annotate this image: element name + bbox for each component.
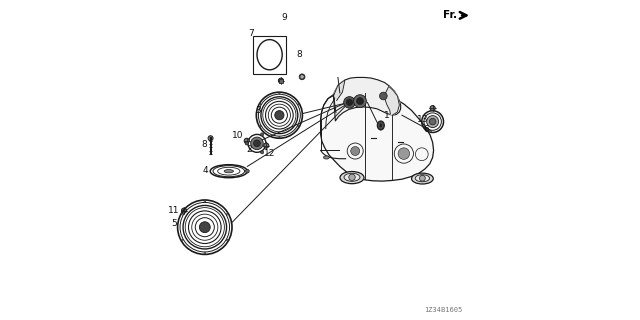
Circle shape — [344, 97, 355, 108]
Ellipse shape — [379, 123, 383, 128]
Circle shape — [278, 137, 280, 138]
Text: 2: 2 — [246, 145, 252, 154]
Text: 1Z34B1605: 1Z34B1605 — [424, 307, 462, 313]
Circle shape — [244, 138, 250, 143]
Circle shape — [349, 174, 355, 180]
Circle shape — [351, 147, 360, 156]
Circle shape — [429, 118, 436, 125]
Circle shape — [204, 200, 205, 202]
Circle shape — [278, 78, 284, 83]
Circle shape — [200, 222, 210, 233]
Circle shape — [260, 151, 264, 154]
Polygon shape — [333, 77, 401, 121]
Bar — [253, 36, 287, 74]
Text: 3: 3 — [256, 106, 262, 115]
Text: 13: 13 — [417, 115, 429, 124]
Ellipse shape — [340, 172, 364, 184]
Text: 10: 10 — [232, 131, 244, 140]
Circle shape — [275, 111, 284, 120]
Circle shape — [182, 208, 187, 213]
Text: 1: 1 — [384, 111, 390, 120]
Circle shape — [204, 252, 205, 254]
Circle shape — [227, 213, 228, 215]
Circle shape — [253, 140, 260, 147]
Text: 8: 8 — [296, 50, 301, 59]
Text: 5: 5 — [171, 219, 177, 228]
Text: 9: 9 — [281, 13, 287, 22]
Text: 6: 6 — [423, 125, 429, 134]
Circle shape — [251, 137, 263, 150]
Circle shape — [356, 98, 364, 105]
Circle shape — [208, 136, 213, 141]
Ellipse shape — [323, 156, 329, 159]
Text: 7: 7 — [249, 29, 254, 38]
Ellipse shape — [378, 121, 384, 130]
Circle shape — [300, 75, 305, 79]
Circle shape — [182, 213, 183, 215]
Circle shape — [298, 104, 299, 105]
Circle shape — [354, 95, 366, 108]
Polygon shape — [334, 80, 345, 100]
Circle shape — [298, 125, 299, 127]
Ellipse shape — [344, 173, 360, 181]
Ellipse shape — [412, 173, 433, 184]
Text: Fr.: Fr. — [444, 10, 458, 20]
Text: 8: 8 — [202, 140, 207, 149]
Text: 4: 4 — [203, 166, 209, 175]
Text: 11: 11 — [168, 206, 179, 215]
Bar — [279, 79, 283, 83]
Circle shape — [260, 104, 261, 105]
Circle shape — [380, 92, 387, 100]
Circle shape — [398, 148, 410, 159]
Circle shape — [346, 99, 353, 106]
Polygon shape — [321, 91, 434, 181]
Text: 12: 12 — [264, 149, 275, 158]
Ellipse shape — [224, 170, 234, 173]
Circle shape — [278, 92, 280, 94]
Circle shape — [264, 143, 269, 148]
Circle shape — [427, 116, 438, 128]
Circle shape — [246, 169, 249, 173]
Ellipse shape — [415, 175, 429, 182]
Circle shape — [260, 125, 261, 127]
Circle shape — [182, 239, 183, 241]
Circle shape — [260, 133, 264, 136]
Circle shape — [227, 239, 228, 241]
Circle shape — [430, 106, 435, 111]
Circle shape — [420, 175, 425, 181]
Polygon shape — [384, 86, 399, 115]
Circle shape — [245, 142, 248, 145]
